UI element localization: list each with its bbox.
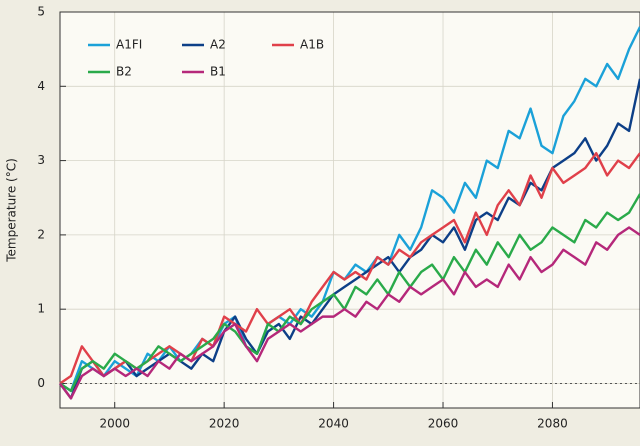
series-line [59, 226, 640, 400]
x-tick-label: 2000 [99, 417, 130, 431]
y-tick-label: 1 [37, 302, 45, 316]
y-axis-label: Temperature (°C) [5, 158, 19, 263]
series-line [59, 193, 640, 393]
y-tick-label: 4 [37, 79, 45, 93]
y-tick-label: 3 [37, 153, 45, 167]
y-tick-label: 0 [37, 376, 45, 390]
legend-label: A2 [210, 38, 226, 52]
series-line [59, 151, 640, 385]
y-tick-label: 5 [37, 5, 45, 19]
legend-label: A1FI [116, 38, 142, 52]
legend-label: B2 [116, 65, 132, 79]
x-tick-label: 2040 [318, 417, 349, 431]
legend-label: B1 [210, 65, 226, 79]
plot-area [60, 12, 640, 408]
series-line [59, 26, 640, 393]
x-tick-label: 2020 [209, 417, 240, 431]
plot-frame [59, 11, 640, 409]
legend-label: A1B [300, 38, 324, 52]
x-tick-label: 2060 [428, 417, 459, 431]
y-tick-label: 2 [37, 227, 45, 241]
x-tick-label: 2080 [537, 417, 568, 431]
